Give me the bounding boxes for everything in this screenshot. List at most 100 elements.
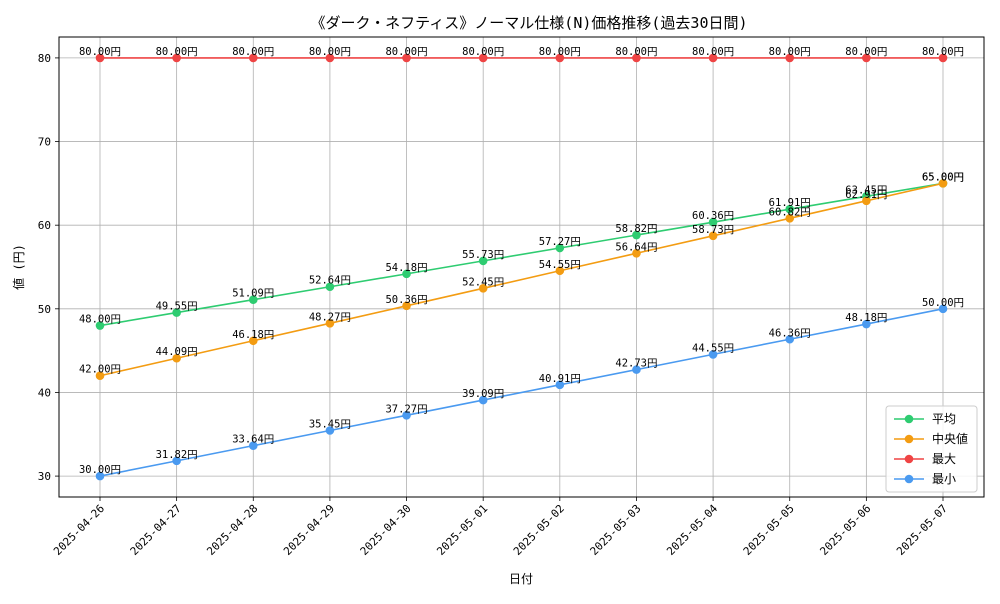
data-label: 80.00円 — [922, 46, 964, 58]
data-point — [632, 365, 641, 374]
data-label: 57.27円 — [539, 236, 581, 248]
data-label: 65.00円 — [922, 171, 964, 183]
y-tick-label: 80 — [38, 52, 51, 65]
data-label: 63.45円 — [845, 184, 887, 196]
data-label: 65.00円 — [922, 171, 964, 183]
data-point — [325, 53, 335, 63]
data-point — [555, 380, 565, 390]
data-label: 60.36円 — [692, 210, 734, 222]
series-line — [99, 182, 944, 327]
data-label: 46.36円 — [769, 327, 811, 339]
y-tick-label: 70 — [38, 136, 51, 149]
data-label: 80.00円 — [845, 46, 887, 58]
x-tick-label: 2025-05-05 — [741, 502, 797, 558]
data-point — [478, 395, 488, 405]
data-point — [172, 456, 181, 466]
data-point — [785, 204, 795, 214]
data-label: 33.64円 — [232, 434, 274, 446]
y-tick-label: 30 — [38, 470, 51, 483]
data-label: 52.45円 — [462, 276, 504, 288]
data-label: 37.27円 — [385, 403, 427, 415]
data-point — [478, 53, 488, 63]
chart-title: 《ダーク・ネフティス》ノーマル仕様(N)価格推移(過去30日間) — [310, 14, 747, 32]
data-point — [402, 410, 411, 420]
data-point — [862, 53, 871, 63]
data-label: 35.45円 — [309, 419, 351, 431]
data-point — [402, 269, 411, 279]
series-line — [99, 182, 944, 377]
data-point — [478, 284, 488, 293]
data-label: 44.55円 — [692, 342, 734, 354]
legend-box — [885, 405, 978, 493]
y-axis-label: 値 (円) — [11, 244, 26, 290]
data-point — [325, 282, 335, 292]
data-label: 80.00円 — [769, 46, 811, 58]
data-label: 80.00円 — [156, 46, 198, 58]
plot-frame — [58, 36, 985, 498]
data-label: 46.18円 — [232, 329, 274, 341]
x-tick-label: 2025-05-01 — [434, 502, 490, 558]
data-point — [708, 53, 718, 63]
data-point — [632, 230, 641, 240]
data-label: 56.64円 — [615, 241, 657, 253]
data-label: 42.00円 — [79, 364, 121, 376]
x-tick-label: 2025-05-07 — [894, 502, 950, 558]
data-point — [555, 266, 565, 276]
data-point — [172, 53, 181, 63]
y-tick-label: 60 — [38, 219, 51, 232]
grid — [59, 37, 984, 497]
data-point — [555, 243, 565, 253]
x-tick-label: 2025-05-06 — [817, 502, 873, 558]
legend-marker — [904, 414, 914, 424]
data-point — [478, 256, 488, 266]
data-label: 49.55円 — [156, 301, 198, 313]
legend-marker — [904, 474, 914, 484]
data-point — [938, 179, 948, 188]
data-label: 80.00円 — [309, 46, 351, 58]
x-tick-label: 2025-05-04 — [664, 502, 720, 558]
data-label: 60.82円 — [769, 206, 811, 218]
data-label: 80.00円 — [462, 46, 504, 58]
data-label: 80.00円 — [615, 46, 657, 58]
data-labels: 48.00円 49.55円 51.09円 52.64円 54.18円 55.73円 57.2… — [79, 46, 964, 476]
series-line — [99, 308, 944, 477]
legend-label: 最小 — [932, 472, 956, 486]
data-point — [938, 53, 948, 63]
data-point — [325, 318, 335, 328]
data-label: 80.00円 — [79, 46, 121, 58]
data-label: 58.82円 — [615, 223, 657, 235]
data-label: 44.09円 — [156, 346, 198, 358]
data-point — [402, 53, 411, 63]
data-label: 58.73円 — [692, 224, 734, 236]
data-label: 51.09円 — [232, 288, 274, 300]
data-label: 54.18円 — [385, 262, 427, 274]
data-label: 80.00円 — [232, 46, 274, 58]
data-label: 80.00円 — [692, 46, 734, 58]
data-label: 39.09円 — [462, 388, 504, 400]
y-tick-label: 50 — [38, 303, 51, 316]
data-label: 48.00円 — [79, 314, 121, 326]
data-label: 54.55円 — [539, 259, 581, 271]
data-point — [708, 350, 718, 359]
x-tick-label: 2025-05-03 — [588, 502, 644, 558]
data-point — [785, 334, 795, 344]
data-label: 80.00円 — [539, 46, 581, 58]
data-point — [95, 371, 105, 381]
legend-label: 最大 — [932, 452, 956, 466]
data-label: 40.91円 — [539, 373, 581, 385]
data-label: 61.91円 — [769, 197, 811, 209]
data-point — [862, 196, 871, 206]
data-point — [95, 471, 105, 481]
x-tick-label: 2025-04-28 — [204, 502, 260, 558]
data-label: 52.64円 — [309, 275, 351, 287]
x-tick-label: 2025-04-30 — [358, 502, 414, 558]
data-point — [248, 441, 258, 450]
series-group — [95, 53, 948, 481]
data-point — [172, 308, 181, 317]
data-label: 30.00円 — [79, 464, 121, 476]
x-tick-label: 2025-05-02 — [511, 502, 567, 558]
legend-marker — [904, 434, 914, 444]
